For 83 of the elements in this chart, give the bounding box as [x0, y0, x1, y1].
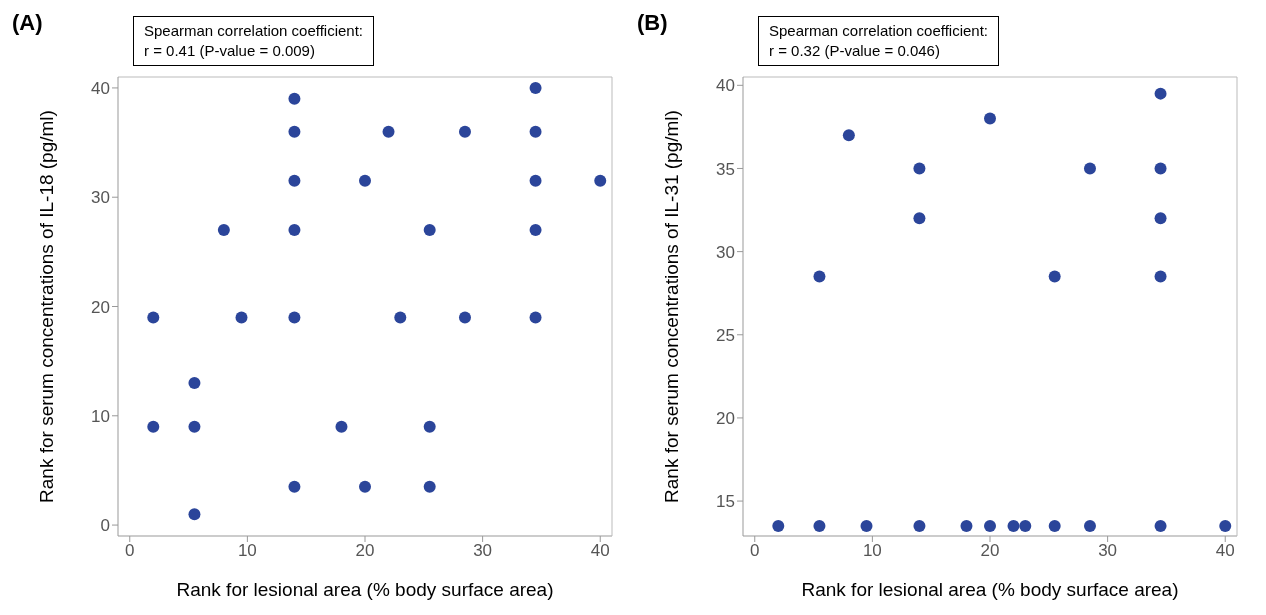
point — [813, 270, 826, 283]
point — [147, 420, 160, 433]
point — [288, 125, 301, 138]
chart-title: (B) — [637, 10, 668, 36]
point — [147, 311, 160, 324]
y-tick-label: 25 — [716, 325, 735, 345]
point — [913, 162, 926, 175]
point — [860, 520, 873, 533]
text: Spearman correlation coefficient: — [769, 21, 989, 41]
point — [288, 92, 301, 105]
text: Spearman correlation coefficient: — [144, 21, 364, 41]
point — [1048, 270, 1061, 283]
x-tick-label: 10 — [862, 541, 882, 561]
point — [1154, 162, 1167, 175]
point — [529, 311, 542, 324]
point — [529, 224, 542, 236]
x-tick-label: 40 — [1215, 541, 1235, 561]
point — [1019, 520, 1032, 533]
point — [217, 224, 230, 236]
point — [188, 508, 201, 521]
y-tick-label: 10 — [91, 406, 110, 426]
point — [913, 212, 926, 225]
point — [984, 520, 996, 533]
point — [529, 174, 542, 187]
point — [188, 420, 201, 433]
chart-title: (A) — [12, 10, 43, 36]
text: r = 0.32 (P-value = 0.046) — [769, 41, 941, 61]
point — [842, 129, 855, 142]
x-axis-title: Rank for lesional area (% body surface area) — [176, 579, 554, 600]
point — [594, 174, 607, 187]
point — [1048, 520, 1061, 533]
point — [382, 125, 395, 138]
y-axis-title: Rank for serum concentrations of IL-18 (pg/ml) — [35, 110, 57, 503]
point — [1154, 270, 1167, 283]
point — [529, 125, 542, 138]
point — [813, 520, 826, 533]
point — [529, 81, 542, 94]
point — [335, 420, 348, 433]
point — [458, 311, 471, 324]
point — [960, 520, 973, 533]
y-tick-label: 0 — [100, 516, 110, 536]
x-tick-label: 0 — [125, 541, 135, 561]
point — [235, 311, 248, 324]
point — [984, 112, 996, 125]
point — [359, 480, 371, 493]
point — [458, 125, 471, 138]
point — [394, 311, 407, 324]
point — [1154, 212, 1167, 225]
y-tick-label: 40 — [716, 76, 735, 96]
y-tick-label: 35 — [716, 159, 735, 179]
point — [423, 480, 436, 493]
x-tick-label: 40 — [590, 541, 610, 561]
text: r = 0.41 (P-value = 0.009) — [144, 41, 316, 61]
point — [288, 311, 301, 324]
point — [1083, 520, 1096, 533]
x-tick-label: 30 — [473, 541, 493, 561]
point — [359, 174, 371, 187]
y-tick-label: 15 — [716, 492, 735, 512]
x-tick-label: 0 — [750, 541, 760, 561]
point — [1007, 520, 1020, 533]
point — [288, 174, 301, 187]
x-tick-label: 20 — [355, 541, 375, 561]
x-tick-label: 20 — [980, 541, 1000, 561]
point — [772, 520, 785, 533]
y-tick-label: 20 — [91, 297, 110, 317]
point — [188, 377, 201, 389]
point — [1154, 87, 1167, 100]
point — [1083, 162, 1096, 175]
y-tick-label: 30 — [91, 188, 110, 208]
point — [913, 520, 926, 533]
point — [288, 224, 301, 236]
y-tick-label: 30 — [716, 242, 735, 262]
y-tick-label: 40 — [91, 78, 110, 98]
point — [288, 480, 301, 493]
x-tick-label: 10 — [237, 541, 257, 561]
point — [423, 420, 436, 433]
y-tick-label: 20 — [716, 408, 735, 428]
point — [423, 224, 436, 236]
point — [1154, 520, 1167, 533]
y-axis-title: Rank for serum concentrations of IL-31 (pg/ml) — [660, 110, 682, 503]
point — [1219, 520, 1232, 533]
x-tick-label: 30 — [1098, 541, 1118, 561]
x-axis-title: Rank for lesional area (% body surface area) — [801, 579, 1179, 600]
